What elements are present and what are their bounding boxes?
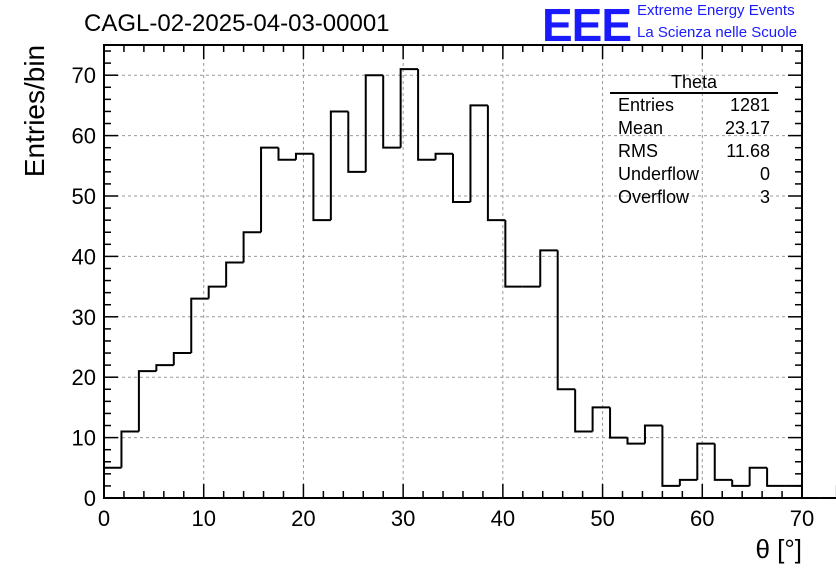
histogram-bin: [137, 370, 157, 432]
y-tick-label: 30: [72, 305, 96, 330]
histogram-bin: [347, 111, 366, 173]
logo-line-2: La Scienza nelle Scuole: [637, 24, 798, 41]
histogram-bin: [574, 389, 593, 433]
histogram-bin: [556, 250, 576, 391]
histogram-bin: [696, 442, 715, 480]
histogram-bin: [399, 68, 419, 148]
stats-box: Theta Entries 1281 Mean 23.17 RMS 11.68 Und…: [610, 72, 778, 209]
y-tick-label: 10: [72, 426, 96, 451]
chart-title: CAGL-02-2025-04-03-00001: [84, 10, 390, 37]
y-tick-label: 0: [84, 486, 96, 511]
histogram-bin: [190, 297, 209, 354]
y-tick-label: 20: [72, 365, 96, 390]
histogram-bin: [277, 147, 296, 161]
plot-frame: [103, 44, 803, 499]
histogram-bin: [417, 69, 436, 161]
histogram-bin: [591, 406, 611, 432]
histogram-bin: [172, 352, 192, 366]
stats-row: Mean 23.17: [618, 118, 770, 138]
histogram-bin: [801, 485, 820, 499]
histogram-bin: [294, 152, 314, 160]
x-tick-label: 70: [790, 506, 814, 531]
stats-title: Theta: [610, 72, 778, 94]
histogram-bin: [225, 261, 244, 287]
x-tick-label: 20: [291, 506, 315, 531]
x-tick-label: 30: [391, 506, 415, 531]
x-tick-label: 0: [98, 506, 110, 531]
histogram-bin: [539, 249, 558, 287]
histogram-bin: [678, 478, 698, 486]
histogram-bin: [207, 285, 227, 299]
histogram-bin: [242, 231, 262, 263]
logo-line-1: Extreme Energy Events: [637, 2, 795, 19]
histogram-bin: [504, 220, 523, 288]
histogram-bin: [120, 430, 139, 468]
histogram-bin: [731, 479, 750, 487]
y-tick-label: 60: [72, 124, 96, 149]
eee-logo-icon: EEE: [542, 0, 632, 51]
histogram-bin: [312, 153, 331, 222]
histogram-bin: [364, 74, 384, 172]
x-axis-label: θ [°]: [755, 534, 802, 564]
y-tick-label: 70: [72, 63, 96, 88]
y-tick-label: 50: [72, 184, 96, 209]
histogram-bin: [103, 466, 122, 498]
histogram-bin: [382, 75, 401, 149]
histogram-bin: [434, 152, 453, 160]
histogram-bin: [766, 467, 785, 487]
histogram-bin: [748, 466, 768, 486]
histogram-bin: [469, 104, 488, 203]
histogram-bin: [626, 437, 645, 445]
histogram-bin: [155, 364, 174, 372]
x-tick-label: 10: [191, 506, 215, 531]
histogram-bin: [452, 153, 471, 204]
histogram-bin: [609, 407, 628, 439]
histogram-bin: [643, 424, 663, 444]
x-tick-label: 50: [590, 506, 614, 531]
histogram-bin: [661, 425, 680, 487]
y-axis-label: Entries/bin: [19, 44, 50, 178]
stats-row: RMS 11.68: [618, 141, 770, 161]
histogram-bin: [713, 443, 733, 481]
stats-row: Entries 1281: [618, 95, 770, 115]
histogram-bin: [260, 146, 279, 233]
y-tick-label: 40: [72, 244, 96, 269]
stats-row: Underflow 0: [618, 164, 770, 184]
histogram-bin: [329, 110, 349, 221]
x-tick-label: 40: [491, 506, 515, 531]
stats-row: Overflow 3: [618, 187, 770, 207]
x-tick-label: 60: [690, 506, 714, 531]
histogram-bin: [486, 105, 506, 222]
